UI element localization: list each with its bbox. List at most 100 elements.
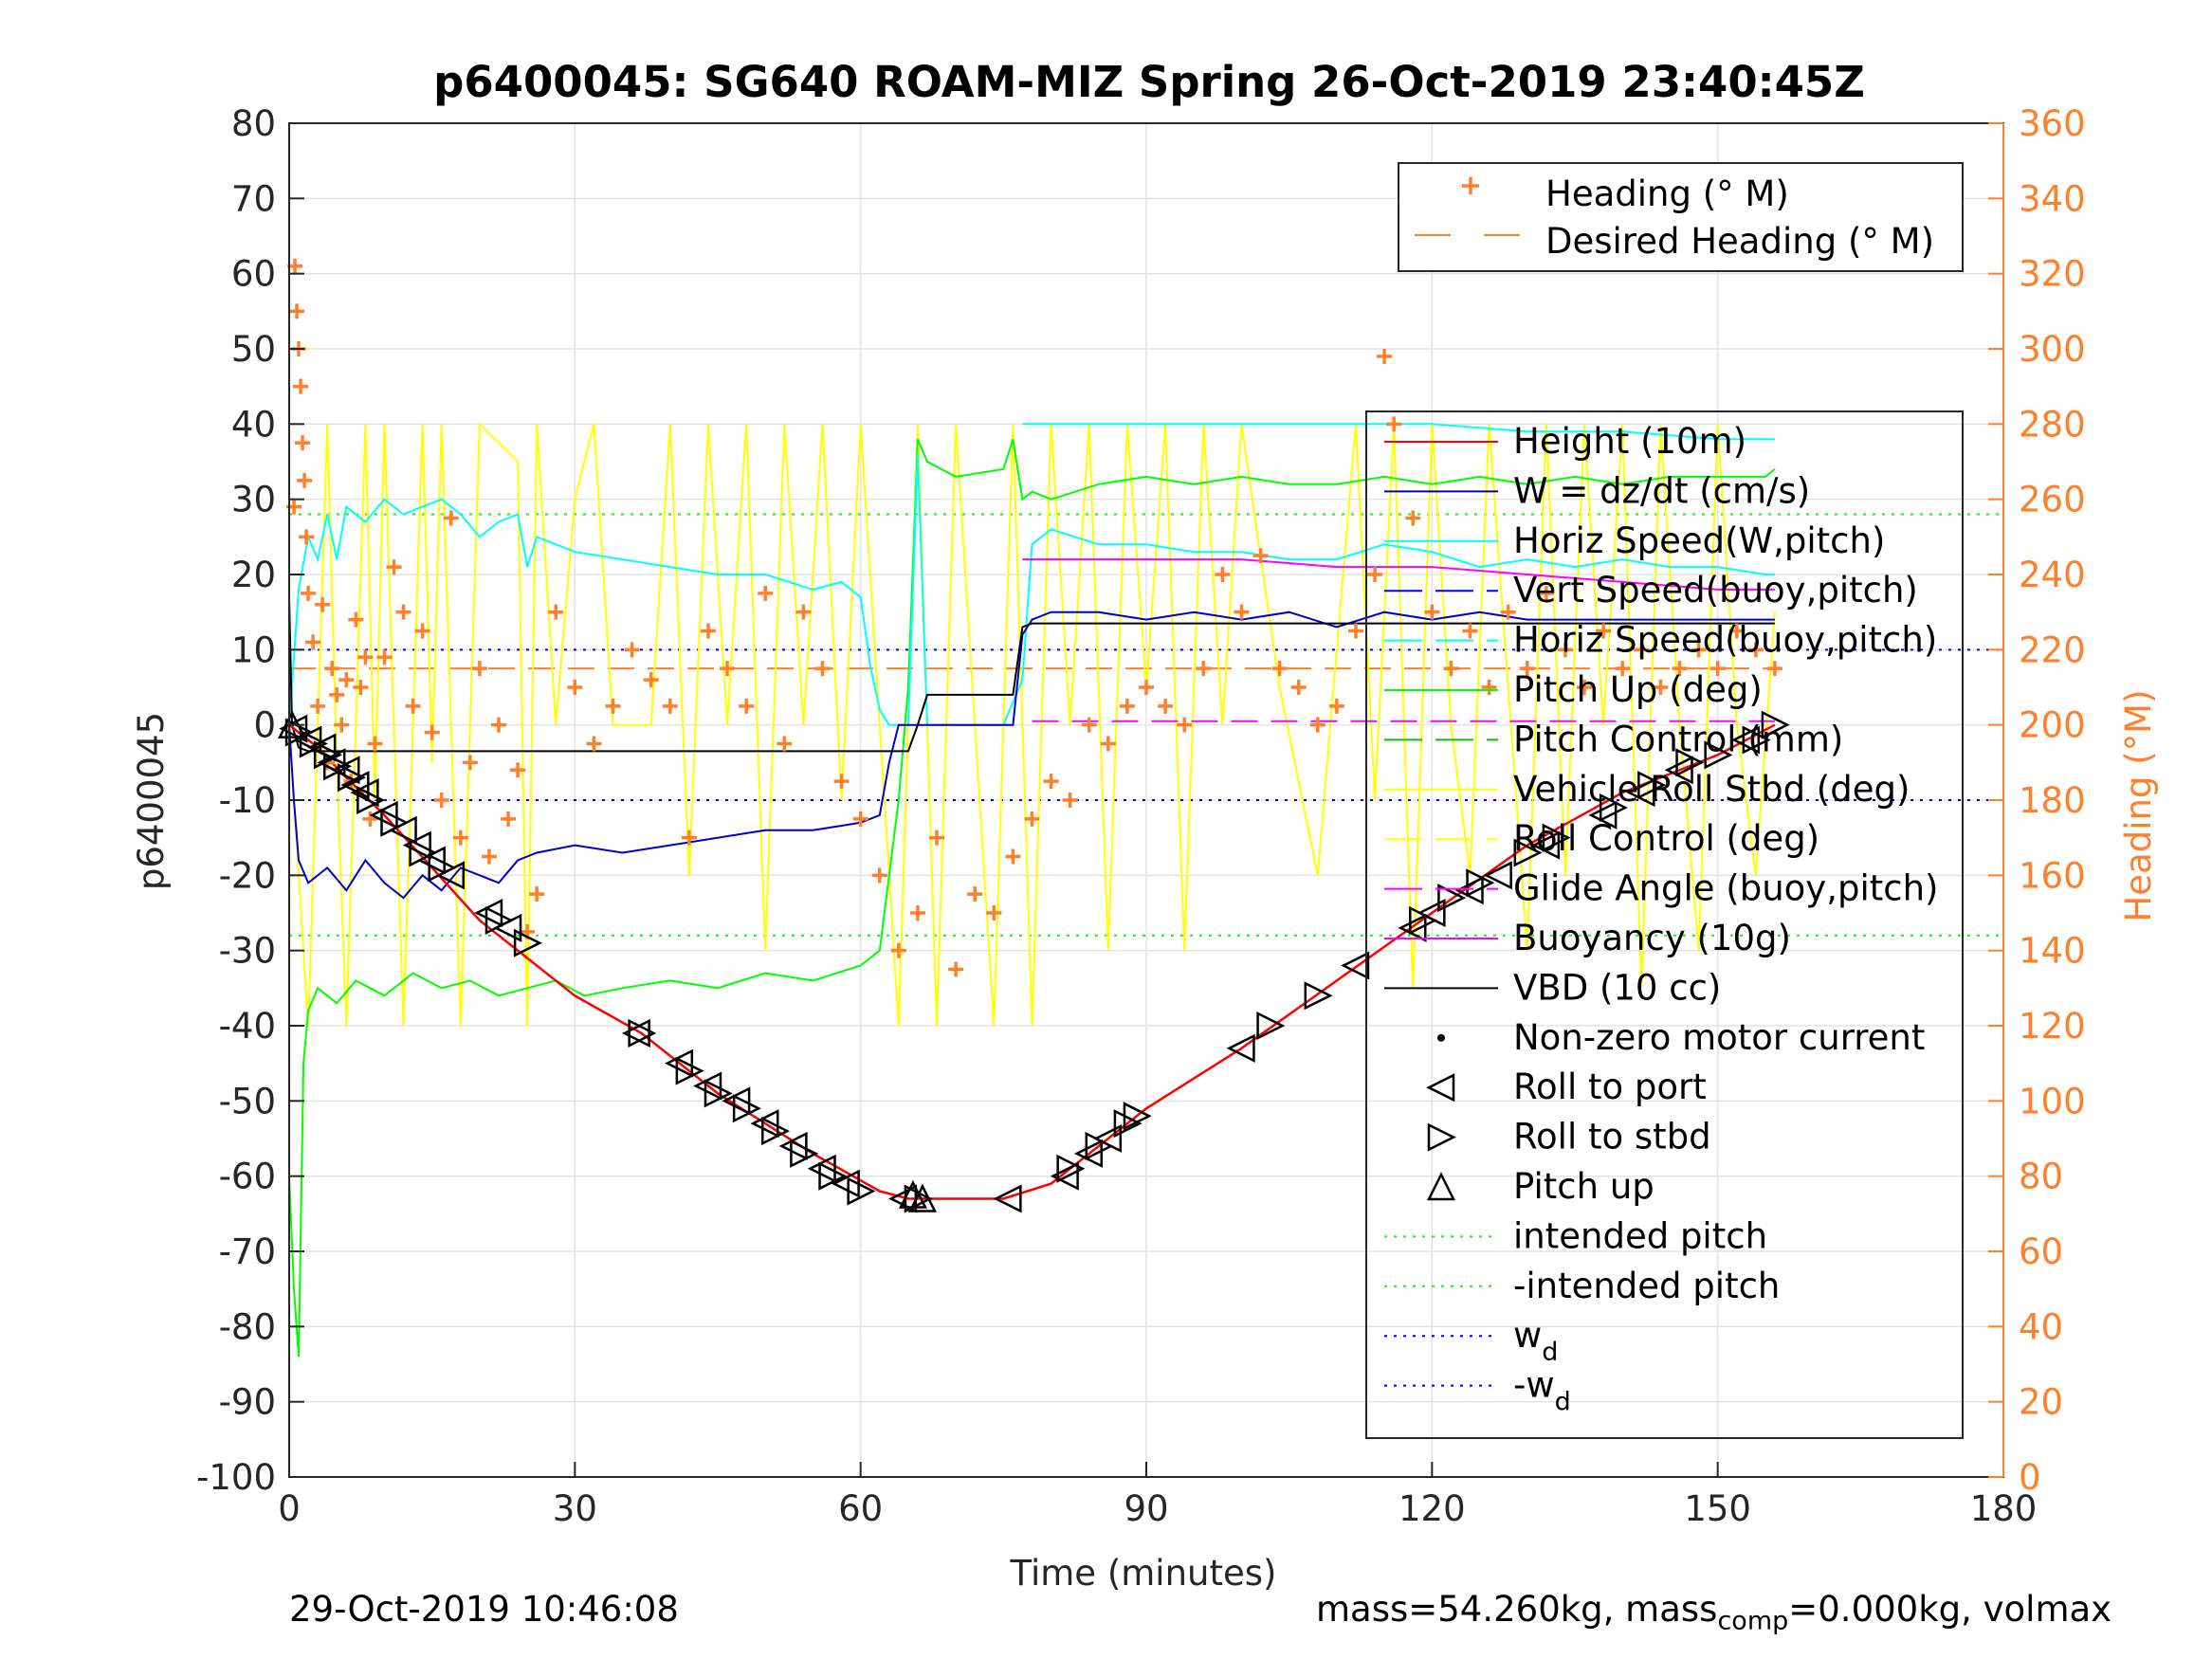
heading-point	[1519, 661, 1535, 677]
heading-point	[1177, 717, 1193, 733]
roll-to-stbd-marker	[790, 1139, 819, 1168]
legend-main-label: Height (10m)	[1513, 421, 1746, 462]
heading-point	[293, 378, 309, 394]
heading-point	[301, 585, 317, 601]
heading-point	[1158, 698, 1174, 714]
heading-point	[405, 698, 421, 714]
heading-point	[720, 661, 736, 677]
legend-main-label: Vert Speed(buoy,pitch)	[1513, 570, 1918, 611]
roll-to-port-marker	[279, 714, 308, 743]
y-tick-label-right: 60	[2019, 1231, 2063, 1272]
roll-to-stbd-marker	[628, 1018, 657, 1048]
legend-heading-label: Desired Heading (° M)	[1545, 221, 1934, 262]
legend-main-label: -wd	[1513, 1365, 1571, 1417]
heading-point	[338, 672, 355, 688]
heading-point	[443, 510, 459, 526]
y-tick-label-left: 30	[231, 480, 276, 520]
legend-subscript: d	[1542, 1338, 1558, 1367]
heading-point	[1024, 811, 1040, 827]
roll-to-stbd-marker	[1304, 981, 1333, 1011]
series-vbd-10-cc-	[288, 596, 1775, 753]
heading-point	[1367, 567, 1383, 582]
legend-main-label: Horiz Speed(W,pitch)	[1513, 520, 1885, 561]
series-horiz-speed-w-pitch-	[288, 454, 1775, 726]
heading-points	[286, 258, 1782, 977]
heading-point	[1377, 348, 1393, 364]
roll-to-stbd-marker	[761, 1117, 791, 1146]
heading-point	[481, 848, 497, 865]
heading-point	[1062, 793, 1078, 808]
heading-point	[909, 905, 925, 921]
y-tick-label-left: -40	[219, 1006, 276, 1047]
roll-to-port-marker	[693, 1071, 722, 1101]
legend-main-label: Glide Angle (buoy,pitch)	[1513, 868, 1938, 909]
y-tick-label-left: -20	[219, 855, 276, 896]
y-tick-label-right: 140	[2019, 931, 2086, 972]
x-tick-label: 30	[553, 1488, 597, 1529]
heading-point	[624, 642, 640, 658]
footer-mass: mass=54.260kg, masscomp=0.000kg, volmax	[1316, 1589, 2111, 1635]
y-tick-label-left: 10	[231, 629, 276, 670]
heading-point	[1043, 774, 1059, 790]
y-tick-label-right: 100	[2019, 1081, 2086, 1121]
roll-to-stbd-marker	[313, 740, 342, 770]
legend-main-label: Roll to port	[1513, 1066, 1707, 1107]
heading-point	[1557, 642, 1573, 658]
heading-point	[986, 905, 1002, 921]
roll-to-stbd-marker	[299, 729, 328, 758]
roll-to-stbd-marker	[1542, 823, 1571, 852]
y-tick-label-right: 160	[2019, 855, 2086, 896]
heading-point	[967, 886, 983, 902]
heading-point	[795, 604, 812, 620]
roll-to-stbd-marker	[1466, 868, 1495, 898]
y-tick-label-right: 220	[2019, 629, 2086, 670]
heading-point	[814, 661, 831, 677]
x-tick-label: 150	[1684, 1488, 1751, 1529]
heading-point	[310, 698, 326, 714]
footer-timestamp: 29-Oct-2019 10:46:08	[289, 1589, 679, 1630]
heading-point	[890, 942, 906, 958]
heading-point	[362, 811, 378, 827]
series-w-dz-dt-cm-s-	[288, 611, 1775, 900]
y-tick-label-left: 80	[231, 103, 276, 144]
roll-to-stbd-marker	[1085, 1131, 1114, 1160]
heading-point	[1634, 642, 1650, 658]
y-tick-label-right: 280	[2019, 404, 2086, 445]
legend-main-label: Non-zero motor current	[1513, 1017, 1925, 1058]
heading-point	[1538, 585, 1554, 601]
roll-to-port-marker	[831, 1169, 860, 1198]
roll-to-stbd-marker	[1637, 771, 1667, 800]
legend-dot-icon	[1437, 1033, 1445, 1042]
x-tick-label: 60	[838, 1488, 883, 1529]
heading-point	[700, 623, 716, 639]
heading-point	[297, 472, 313, 488]
roll-to-stbd-marker	[675, 1056, 704, 1085]
y-tick-label-left: -80	[219, 1306, 276, 1347]
axes: 0 30 60 90 120 150 18080706050403020100-10-20-…	[196, 103, 2086, 1529]
heading-point	[1577, 680, 1593, 695]
roll-to-stbd-marker	[1704, 740, 1733, 770]
series-horiz-speed-buoy-pitch-	[1022, 423, 1775, 441]
heading-point	[1481, 680, 1497, 695]
heading-point	[1691, 642, 1707, 658]
heading-point	[586, 736, 602, 752]
y-tick-label-left: 40	[231, 404, 276, 445]
y-tick-label-right: 40	[2019, 1306, 2063, 1347]
roll-to-port-marker	[1341, 951, 1370, 980]
heading-point	[605, 698, 621, 714]
heading-point	[739, 698, 755, 714]
roll-to-stbd-marker	[704, 1079, 733, 1108]
roll-to-port-marker	[1664, 756, 1693, 785]
heading-point	[871, 867, 887, 884]
legend-heading-plus-icon	[1462, 177, 1479, 194]
y-tick-label-left: -60	[219, 1157, 276, 1197]
roll-to-stbd-marker	[1113, 1109, 1143, 1139]
legend-main-label: Roll to stbd	[1513, 1117, 1711, 1158]
legend-main-box	[1365, 410, 1964, 1439]
heading-point	[1252, 548, 1269, 564]
heading-point	[1653, 680, 1669, 695]
roll-to-port-marker	[1454, 876, 1484, 905]
roll-to-port-marker	[369, 800, 398, 830]
roll-to-port-marker	[474, 898, 503, 928]
